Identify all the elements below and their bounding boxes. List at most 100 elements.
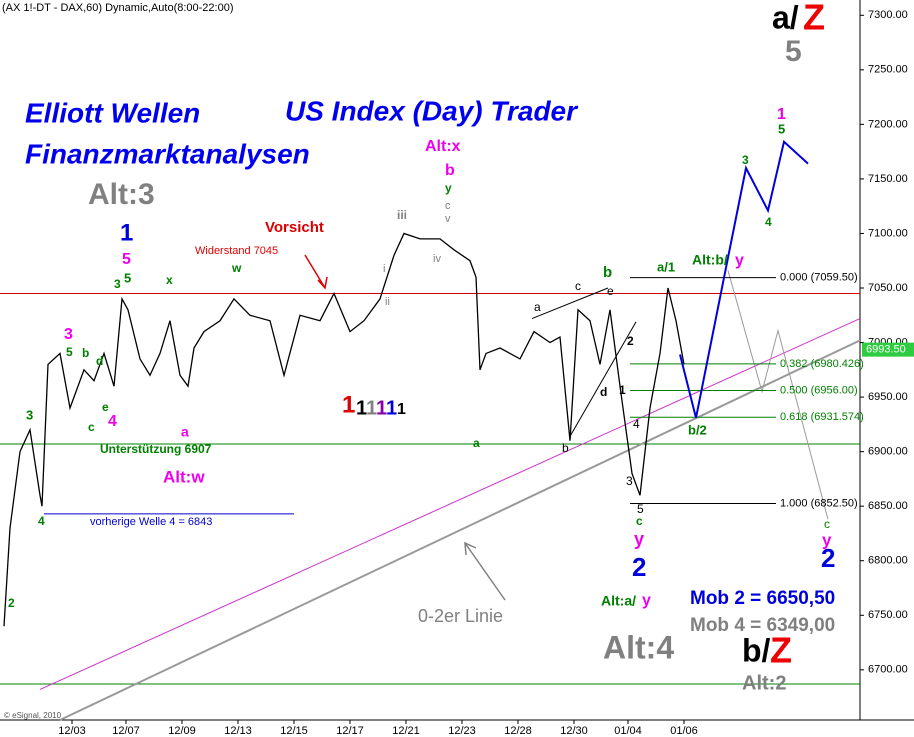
annotation: 3 bbox=[742, 153, 749, 167]
annotation: b bbox=[603, 264, 612, 281]
x-tick-label: 01/04 bbox=[614, 725, 642, 737]
annotation: c bbox=[824, 517, 830, 531]
annotation: Alt:4 bbox=[603, 629, 674, 665]
annotation: 5 bbox=[785, 35, 802, 68]
x-tick-label: 12/23 bbox=[448, 725, 476, 737]
fib-label: 0.500 (6956.00) bbox=[780, 384, 858, 396]
y-tick-label: 7100.00 bbox=[868, 227, 908, 239]
x-tick-label: 12/17 bbox=[336, 725, 364, 737]
annotation: 4 bbox=[38, 514, 45, 528]
annotation: 1 bbox=[376, 397, 387, 419]
trend-line bbox=[531, 287, 609, 320]
annotation: iii bbox=[397, 208, 407, 222]
annotation: Vorsicht bbox=[265, 219, 324, 236]
annotation: d bbox=[96, 354, 103, 368]
x-tick-label: 12/03 bbox=[58, 725, 86, 737]
annotation: a/ bbox=[772, 0, 799, 35]
copyright: © eSignal, 2010 bbox=[4, 711, 62, 720]
annotation: Alt:3 bbox=[88, 178, 155, 211]
y-tick-label: 7200.00 bbox=[868, 118, 908, 130]
annotation: b/ bbox=[742, 632, 771, 668]
fib-label: 0.000 (7059.50) bbox=[780, 272, 858, 284]
annotation: 4 bbox=[108, 413, 117, 430]
annotation: c bbox=[445, 200, 451, 212]
annotation: 2 bbox=[627, 334, 634, 348]
annotation: Finanzmarktanalysen bbox=[25, 138, 310, 169]
annotation: Alt:b/ bbox=[692, 252, 728, 268]
annotation: w bbox=[231, 261, 242, 275]
trend-line bbox=[39, 318, 861, 690]
y-tick-label: 6850.00 bbox=[868, 500, 908, 512]
annotation: Alt:2 bbox=[742, 672, 786, 694]
x-tick-label: 12/07 bbox=[112, 725, 140, 737]
annotation: 5 bbox=[124, 270, 131, 285]
fib-label: 1.000 (6852.50) bbox=[780, 497, 858, 509]
annotation: i bbox=[383, 263, 385, 275]
annotation: a bbox=[534, 300, 541, 314]
annotation: 4 bbox=[765, 215, 772, 229]
annotation: y bbox=[445, 181, 452, 195]
y-tick-label: 7300.00 bbox=[868, 9, 908, 21]
x-tick-label: 12/28 bbox=[504, 725, 532, 737]
annotation: Alt:a/ bbox=[601, 593, 636, 609]
annotation: 5 bbox=[122, 251, 131, 268]
y-tick-label: 6700.00 bbox=[868, 664, 908, 676]
annotation: US Index (Day) Trader bbox=[285, 95, 579, 126]
x-tick-label: 01/06 bbox=[670, 725, 698, 737]
annotation: a bbox=[473, 436, 480, 450]
header: (AX 1!-DT - DAX,60) Dynamic,Auto(8:00-22… bbox=[2, 2, 234, 14]
annotation: 1 bbox=[777, 106, 786, 123]
annotation: e bbox=[607, 284, 614, 298]
annotation: Z bbox=[770, 630, 792, 671]
x-tick-label: 12/15 bbox=[280, 725, 308, 737]
price-line bbox=[3, 232, 685, 627]
annotation: Z bbox=[803, 0, 825, 38]
annotation: 1 bbox=[120, 219, 133, 246]
annotation: iv bbox=[433, 253, 441, 265]
last-price-label: 6993.50 bbox=[866, 344, 906, 356]
annotation: 3 bbox=[64, 326, 73, 343]
annotation: a/1 bbox=[657, 259, 675, 274]
annotation: d bbox=[600, 385, 607, 399]
annotation: 1 bbox=[619, 383, 626, 397]
annotation: 1 bbox=[342, 391, 355, 418]
annotation: 1 bbox=[356, 397, 367, 419]
y-tick-label: 7250.00 bbox=[868, 64, 908, 76]
annotation: 5 bbox=[778, 121, 785, 136]
annotation: x bbox=[166, 273, 173, 287]
annotation: b bbox=[445, 162, 455, 179]
annotation: Elliott Wellen bbox=[25, 97, 200, 128]
annotation: Alt:w bbox=[163, 467, 205, 486]
annotation: Mob 2 = 6650,50 bbox=[690, 588, 835, 609]
annotation: Alt:x bbox=[425, 138, 461, 155]
y-tick-label: 6800.00 bbox=[868, 555, 908, 567]
x-tick-label: 12/09 bbox=[168, 725, 196, 737]
annotation: vorherige Welle 4 = 6843 bbox=[90, 516, 212, 528]
fib-label: 0.618 (6931.574) bbox=[780, 411, 864, 423]
annotation: 3 bbox=[26, 407, 33, 422]
annotation: c bbox=[636, 514, 643, 528]
annotation: e bbox=[102, 400, 109, 414]
annotation: Unterstützung 6907 bbox=[100, 442, 212, 456]
y-tick-label: 7150.00 bbox=[868, 173, 908, 185]
trend-line bbox=[569, 321, 637, 437]
annotation: Widerstand 7045 bbox=[195, 245, 278, 257]
annotation: 3 bbox=[626, 474, 633, 488]
trend-line bbox=[59, 339, 861, 721]
annotation: 2 bbox=[632, 552, 646, 582]
annotation: 2 bbox=[821, 543, 835, 573]
annotation: Mob 4 = 6349,00 bbox=[690, 615, 835, 636]
fib-label: 0.382 (6980.426) bbox=[780, 358, 864, 370]
y-tick-label: 6750.00 bbox=[868, 609, 908, 621]
annotation: y bbox=[642, 592, 651, 609]
arrow bbox=[464, 541, 506, 601]
annotation: b/2 bbox=[688, 422, 707, 437]
annotation: 3 bbox=[114, 277, 121, 291]
x-tick-label: 12/13 bbox=[224, 725, 252, 737]
projection-line bbox=[679, 139, 809, 419]
annotation: ii bbox=[385, 296, 390, 308]
annotation: c bbox=[575, 279, 581, 293]
annotation: b bbox=[82, 346, 89, 360]
annotation: y bbox=[822, 530, 832, 549]
annotation: 4 bbox=[633, 417, 640, 431]
